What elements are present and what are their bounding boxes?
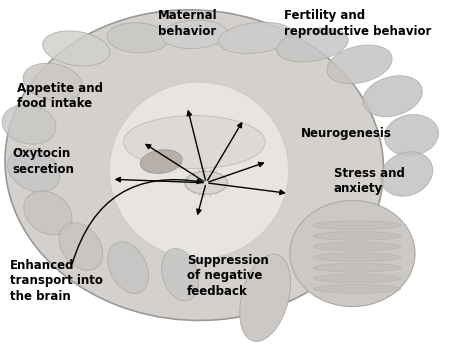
Text: Enhanced
transport into
the brain: Enhanced transport into the brain xyxy=(10,259,103,303)
Ellipse shape xyxy=(384,115,438,155)
Text: Appetite and
food intake: Appetite and food intake xyxy=(17,82,103,110)
Ellipse shape xyxy=(161,20,227,49)
Ellipse shape xyxy=(313,274,401,283)
Ellipse shape xyxy=(5,10,383,321)
Ellipse shape xyxy=(107,23,168,53)
Ellipse shape xyxy=(59,223,103,270)
Ellipse shape xyxy=(276,28,348,62)
Text: Stress and
anxiety: Stress and anxiety xyxy=(334,167,404,195)
Text: Fertility and
reproductive behavior: Fertility and reproductive behavior xyxy=(284,9,431,38)
Ellipse shape xyxy=(109,82,289,259)
Ellipse shape xyxy=(290,201,415,307)
Ellipse shape xyxy=(313,284,401,293)
Text: Maternal
behavior: Maternal behavior xyxy=(157,9,217,38)
Ellipse shape xyxy=(327,45,392,84)
Ellipse shape xyxy=(108,242,148,294)
Ellipse shape xyxy=(313,242,401,251)
Ellipse shape xyxy=(24,191,72,235)
Ellipse shape xyxy=(240,254,291,342)
Ellipse shape xyxy=(43,31,110,66)
Ellipse shape xyxy=(23,63,82,101)
Text: Oxytocin
secretion: Oxytocin secretion xyxy=(12,147,74,176)
Text: Suppression
of negative
feedback: Suppression of negative feedback xyxy=(187,253,269,297)
Ellipse shape xyxy=(313,231,401,240)
Ellipse shape xyxy=(140,150,182,174)
Ellipse shape xyxy=(313,263,401,272)
Ellipse shape xyxy=(123,116,265,169)
Ellipse shape xyxy=(2,105,56,144)
Ellipse shape xyxy=(162,248,199,301)
Ellipse shape xyxy=(8,149,60,192)
Ellipse shape xyxy=(313,253,401,262)
Ellipse shape xyxy=(219,22,293,53)
Text: Neurogenesis: Neurogenesis xyxy=(301,127,392,140)
Ellipse shape xyxy=(185,171,228,194)
Ellipse shape xyxy=(363,76,422,117)
Ellipse shape xyxy=(381,152,433,196)
Ellipse shape xyxy=(313,221,401,230)
